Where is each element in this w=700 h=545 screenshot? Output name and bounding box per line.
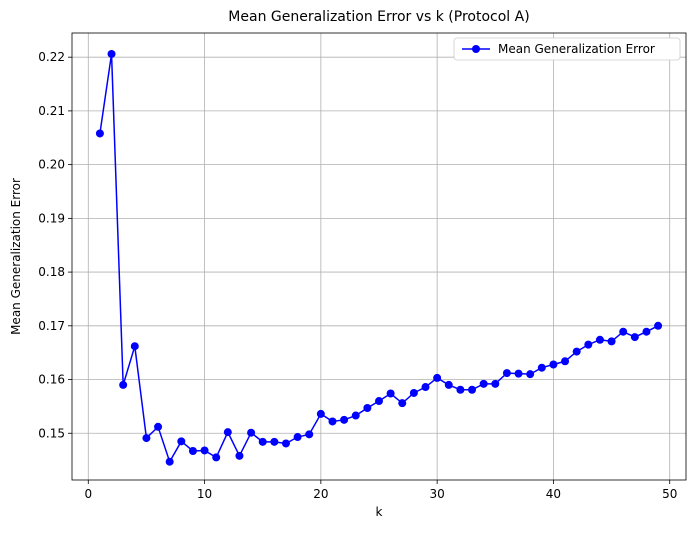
y-tick-label: 0.22 [38, 50, 65, 64]
data-point [619, 327, 628, 336]
data-point [444, 380, 453, 389]
data-point [130, 342, 139, 351]
data-point [305, 430, 314, 439]
legend: Mean Generalization Error [453, 37, 681, 61]
data-point [491, 379, 500, 388]
legend-box [453, 37, 681, 61]
data-point [514, 369, 523, 378]
y-tick-label: 0.21 [38, 104, 65, 118]
chart-title: Mean Generalization Error vs k (Protocol… [228, 9, 529, 25]
grid-lines [72, 33, 686, 480]
x-tick-label: 50 [662, 487, 677, 501]
data-point [293, 433, 302, 442]
data-point [468, 385, 477, 394]
data-point [549, 360, 558, 369]
data-point [212, 453, 221, 462]
legend-entry-label: Mean Generalization Error [498, 42, 655, 56]
series-layer [95, 49, 663, 466]
legend-marker-swatch [472, 45, 480, 53]
data-point [363, 404, 372, 413]
data-point [595, 335, 604, 344]
data-point [177, 437, 186, 446]
data-point [328, 417, 337, 426]
data-point [270, 437, 279, 446]
data-point [247, 428, 256, 437]
data-point [316, 409, 325, 418]
data-point [107, 49, 116, 58]
x-tick-label: 40 [546, 487, 561, 501]
data-point [281, 439, 290, 448]
data-point [398, 399, 407, 408]
data-point [642, 327, 651, 336]
data-point [409, 388, 418, 397]
data-point [456, 385, 465, 394]
y-tick-label: 0.15 [38, 426, 65, 440]
data-point [537, 363, 546, 372]
y-tick-label: 0.17 [38, 319, 65, 333]
data-point [630, 333, 639, 342]
data-point [351, 411, 360, 420]
data-point [119, 380, 128, 389]
data-point [235, 451, 244, 460]
y-tick-label: 0.18 [38, 265, 65, 279]
data-point [561, 357, 570, 366]
data-point [479, 379, 488, 388]
data-point [526, 370, 535, 379]
data-point [386, 389, 395, 398]
data-point [572, 347, 581, 356]
plot-frame [71, 32, 687, 481]
data-point [154, 422, 163, 431]
x-tick-label: 30 [430, 487, 445, 501]
y-tick-label: 0.19 [38, 211, 65, 225]
data-point [433, 373, 442, 382]
data-point [502, 369, 511, 378]
data-point [375, 397, 383, 406]
data-point [340, 415, 349, 424]
data-point [584, 340, 593, 349]
axis-ticks: 0 10 20 30 40 50 0.15 0.16 0.17 0.18 0.19 0.20 0.21 0… [38, 50, 677, 501]
y-tick-label: 0.16 [38, 373, 65, 387]
data-point [165, 457, 174, 466]
x-axis-label: k [376, 505, 383, 519]
x-tick-label: 0 [84, 487, 92, 501]
data-point [421, 383, 430, 392]
data-point [654, 321, 663, 330]
data-point [188, 446, 197, 455]
x-tick-label: 10 [197, 487, 212, 501]
data-point [142, 434, 151, 443]
data-point [607, 337, 616, 346]
y-axis-label: Mean Generalization Error [9, 178, 23, 335]
x-tick-label: 20 [313, 487, 328, 501]
data-point [95, 129, 104, 138]
data-point [258, 437, 267, 446]
data-point [223, 428, 232, 437]
y-tick-label: 0.20 [38, 158, 65, 172]
data-point [200, 446, 209, 455]
